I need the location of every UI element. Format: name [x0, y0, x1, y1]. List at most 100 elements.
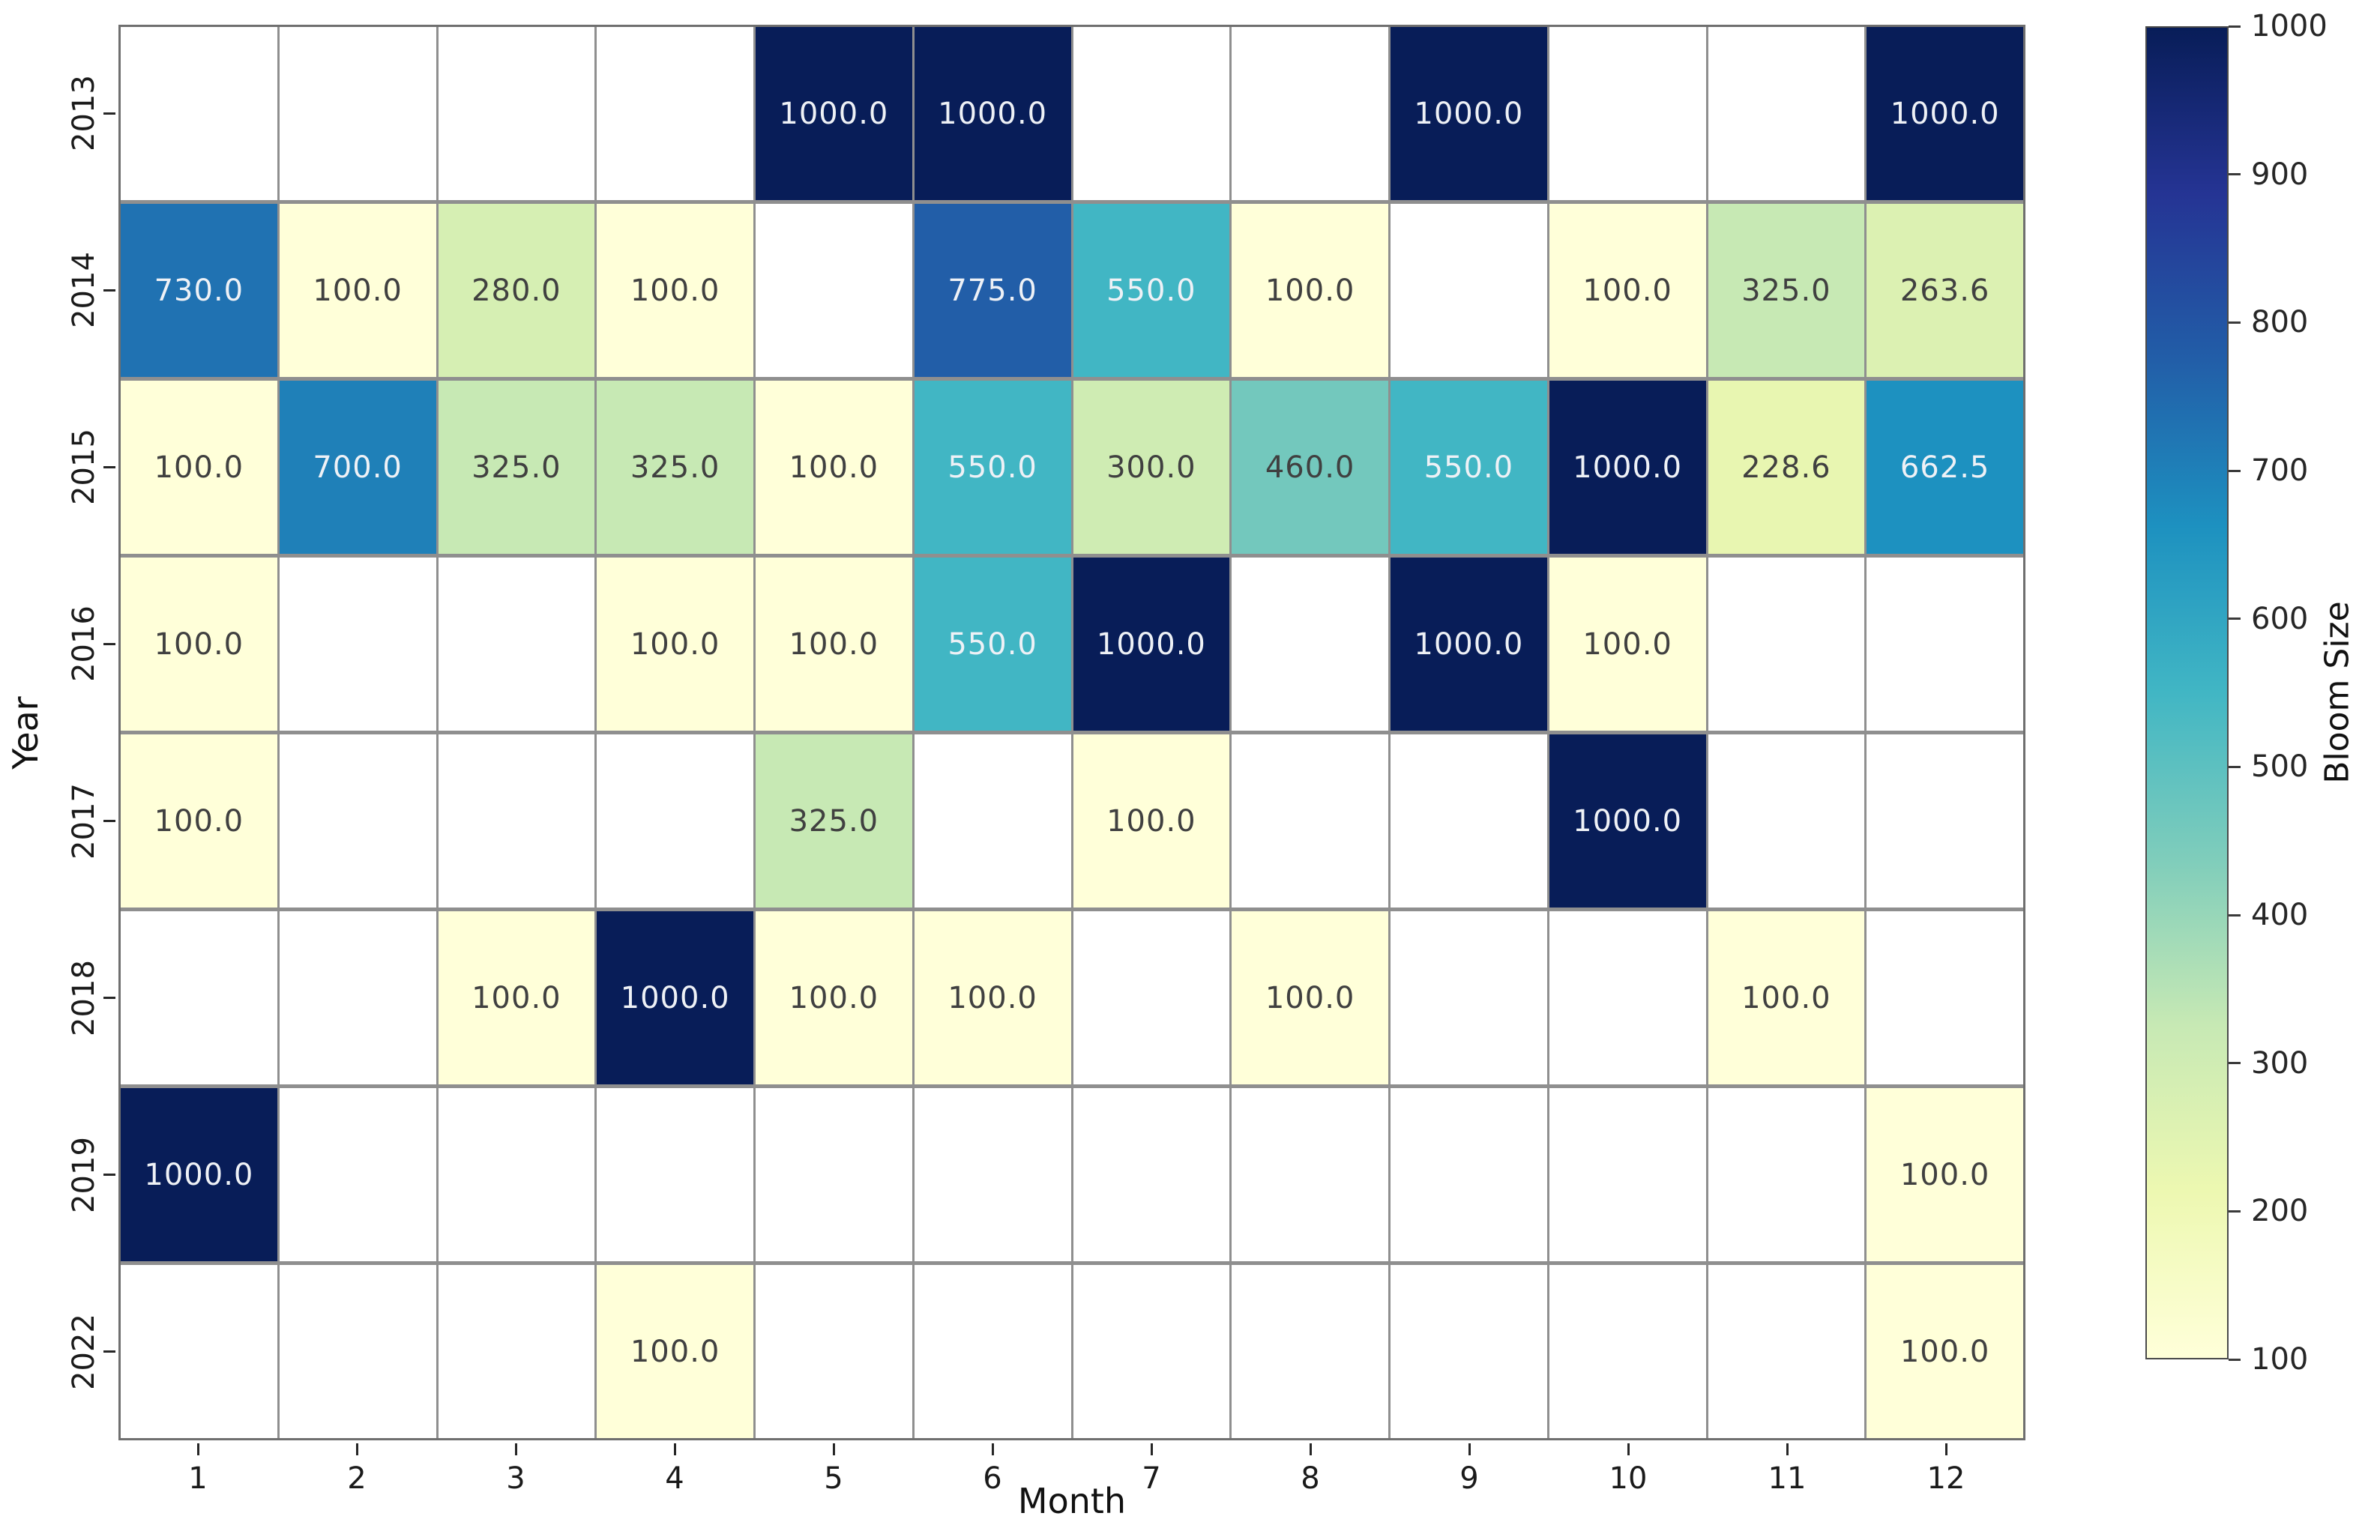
x-tick-label: 1 — [188, 1461, 208, 1496]
colorbar-tick-label: 100 — [2251, 1342, 2309, 1377]
y-tick-label: 2017 — [67, 782, 101, 860]
colorbar-tick-label: 800 — [2251, 305, 2309, 340]
heatmap-cell-2016-m12 — [1867, 558, 2023, 731]
heatmap-cell-2017-m5: 325.0 — [756, 734, 912, 908]
y-tick-mark — [103, 1350, 115, 1353]
heatmap-cell-2014-m1: 730.0 — [121, 204, 277, 377]
cell-value: 100.0 — [1582, 626, 1672, 662]
x-tick-label: 6 — [983, 1461, 1002, 1496]
cell-value: 100.0 — [630, 273, 720, 308]
heatmap-cell-2016-m1: 100.0 — [121, 558, 277, 731]
colorbar-tick-mark — [2229, 1062, 2241, 1065]
heatmap-cell-2016-m3 — [438, 558, 595, 731]
heatmap-cell-2019-m8 — [1232, 1088, 1388, 1261]
heatmap-cell-2017-m8 — [1232, 734, 1388, 908]
cell-value: 325.0 — [630, 450, 720, 485]
heatmap-cell-2017-m12 — [1867, 734, 2023, 908]
heatmap-cell-2022-m11 — [1708, 1265, 1865, 1438]
heatmap-cell-2019-m2 — [279, 1088, 436, 1261]
heatmap-cell-2015-m3: 325.0 — [438, 381, 595, 554]
y-axis-label: Year — [5, 696, 46, 770]
y-tick-label: 2022 — [67, 1314, 101, 1390]
heatmap-cell-2018-m9 — [1391, 911, 1547, 1084]
heatmap-cell-2013-m9: 1000.0 — [1391, 27, 1547, 200]
heatmap-cell-2014-m8: 100.0 — [1232, 204, 1388, 377]
heatmap-cell-2018-m5: 100.0 — [756, 911, 912, 1084]
x-tick-label: 3 — [506, 1461, 525, 1496]
x-tick-mark — [991, 1443, 994, 1455]
heatmap-cell-2022-m7 — [1073, 1265, 1230, 1438]
x-tick-mark — [832, 1443, 835, 1455]
heatmap-cell-2017-m2 — [279, 734, 436, 908]
x-tick-mark — [514, 1443, 517, 1455]
cell-value: 100.0 — [1900, 1157, 1990, 1192]
heatmap-cell-2019-m1: 1000.0 — [121, 1088, 277, 1261]
heatmap-cell-2013-m12: 1000.0 — [1867, 27, 2023, 200]
heatmap-cell-2013-m1 — [121, 27, 277, 200]
x-tick-mark — [1309, 1443, 1312, 1455]
y-tick-mark — [103, 465, 115, 468]
heatmap-cell-2014-m12: 263.6 — [1867, 204, 2023, 377]
colorbar-tick-label: 700 — [2251, 453, 2309, 488]
cell-value: 100.0 — [1900, 1334, 1990, 1369]
colorbar-tick-label: 500 — [2251, 749, 2309, 785]
heatmap-cell-2018-m2 — [279, 911, 436, 1084]
heatmap-cell-2022-m8 — [1232, 1265, 1388, 1438]
heatmap-cell-2017-m1: 100.0 — [121, 734, 277, 908]
cell-value: 100.0 — [1582, 273, 1672, 308]
heatmap-cell-2022-m12: 100.0 — [1867, 1265, 2023, 1438]
cell-value: 662.5 — [1900, 450, 1990, 485]
heatmap-cell-2016-m8 — [1232, 558, 1388, 731]
cell-value: 263.6 — [1900, 273, 1990, 308]
cell-value: 1000.0 — [1890, 96, 2000, 131]
cell-value: 325.0 — [1741, 273, 1831, 308]
heatmap-cell-2017-m4 — [597, 734, 753, 908]
y-tick-label: 2016 — [67, 606, 101, 683]
heatmap-cell-2015-m2: 700.0 — [279, 381, 436, 554]
colorbar-tick-mark — [2229, 765, 2241, 768]
cell-value: 100.0 — [154, 803, 244, 839]
y-tick-label: 2019 — [67, 1136, 101, 1213]
cell-value: 228.6 — [1741, 450, 1831, 485]
heatmap-cell-2013-m5: 1000.0 — [756, 27, 912, 200]
heatmap-cell-2015-m9: 550.0 — [1391, 381, 1547, 554]
x-tick-mark — [196, 1443, 199, 1455]
heatmap-cell-2015-m7: 300.0 — [1073, 381, 1230, 554]
y-tick-mark — [103, 997, 115, 1000]
x-tick-label: 9 — [1459, 1461, 1479, 1496]
heatmap-cell-2014-m7: 550.0 — [1073, 204, 1230, 377]
heatmap-cell-2022-m2 — [279, 1265, 436, 1438]
heatmap-cell-2019-m10 — [1549, 1088, 1706, 1261]
colorbar-tick-label: 900 — [2251, 157, 2309, 192]
heatmap-cell-2013-m7 — [1073, 27, 1230, 200]
heatmap-cell-2019-m12: 100.0 — [1867, 1088, 2023, 1261]
heatmap-cell-2014-m9 — [1391, 204, 1547, 377]
heatmap-cell-2015-m1: 100.0 — [121, 381, 277, 554]
colorbar-tick-mark — [2229, 321, 2241, 324]
colorbar-label: Bloom Size — [2318, 601, 2357, 784]
heatmap-cell-2015-m5: 100.0 — [756, 381, 912, 554]
heatmap-cell-2019-m4 — [597, 1088, 753, 1261]
heatmap-cell-2017-m10: 1000.0 — [1549, 734, 1706, 908]
colorbar-tick-label: 400 — [2251, 898, 2309, 932]
heatmap-cell-2013-m6: 1000.0 — [914, 27, 1071, 200]
heatmap-cell-2015-m10: 1000.0 — [1549, 381, 1706, 554]
cell-value: 1000.0 — [1414, 626, 1524, 662]
cell-value: 100.0 — [630, 1334, 720, 1369]
colorbar-tick-mark — [2229, 173, 2241, 176]
heatmap-cell-2013-m10 — [1549, 27, 1706, 200]
x-tick-mark — [355, 1443, 358, 1455]
colorbar-tick-mark — [2229, 1358, 2241, 1361]
heatmap-cell-2016-m2 — [279, 558, 436, 731]
heatmap-cell-2022-m6 — [914, 1265, 1071, 1438]
heatmap-cell-2018-m10 — [1549, 911, 1706, 1084]
y-tick-label: 2015 — [67, 429, 101, 506]
heatmap-cell-2018-m6: 100.0 — [914, 911, 1071, 1084]
x-tick-mark — [673, 1443, 676, 1455]
colorbar-tick-mark — [2229, 914, 2241, 917]
x-tick-mark — [1786, 1443, 1789, 1455]
heatmap-cell-2013-m2 — [279, 27, 436, 200]
x-tick-mark — [1468, 1443, 1471, 1455]
cell-value: 460.0 — [1265, 450, 1355, 485]
colorbar-tick-mark — [2229, 25, 2241, 28]
